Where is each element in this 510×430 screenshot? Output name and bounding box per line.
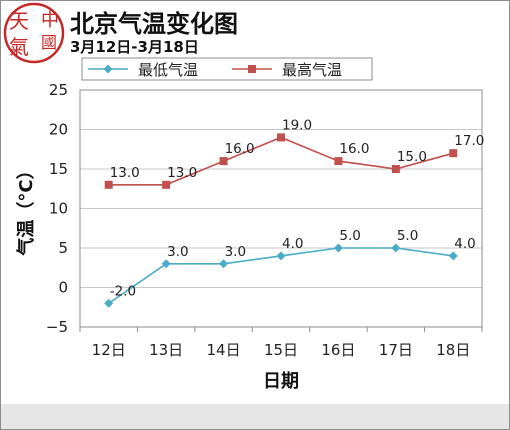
- bottom-bar: [1, 404, 509, 429]
- x-axis-title: 日期: [263, 371, 299, 392]
- data-point-low: [104, 298, 114, 308]
- data-label-low: 5.0: [339, 228, 360, 244]
- china-weather-logo: 中 國 天 氣: [3, 2, 65, 64]
- data-label-high: 13.0: [167, 165, 197, 181]
- y-tick-label: 25: [49, 81, 68, 99]
- data-label-high: 15.0: [397, 149, 427, 165]
- logo-char: 天: [9, 9, 29, 33]
- data-label-low: -2.0: [110, 283, 136, 299]
- logo-char: 氣: [9, 35, 29, 59]
- data-label-high: 16.0: [225, 141, 255, 157]
- data-label-low: 5.0: [397, 228, 418, 244]
- logo-char: 國: [41, 33, 57, 52]
- data-label-high: 17.0: [454, 133, 484, 149]
- page-title: 北京气温变化图: [70, 10, 238, 38]
- x-tick-label: 15日: [264, 341, 298, 359]
- x-tick-label: 12日: [92, 341, 126, 359]
- legend-label-high: 最高气温: [282, 61, 342, 79]
- data-label-high: 16.0: [339, 141, 369, 157]
- legend-box: [81, 57, 373, 81]
- logo-char: 中: [41, 10, 59, 31]
- y-tick-label: 15: [49, 160, 68, 178]
- data-point-low: [391, 243, 401, 253]
- data-point-high: [391, 165, 400, 173]
- data-point-low: [276, 251, 286, 261]
- x-tick-label: 17日: [379, 341, 413, 359]
- data-label-low: 4.0: [454, 236, 475, 252]
- plot-border: [79, 89, 483, 328]
- page-subtitle: 3月12日-3月18日: [70, 38, 199, 56]
- data-point-high: [104, 180, 113, 189]
- data-label-low: 3.0: [167, 244, 188, 260]
- legend-marker-low: [103, 64, 113, 74]
- data-point-high: [277, 133, 285, 142]
- data-point-low: [161, 259, 171, 269]
- legend-label-low: 最低气温: [138, 61, 198, 79]
- data-label-high: 13.0: [110, 165, 140, 181]
- y-axis-title: 气温（°C）: [15, 161, 37, 256]
- data-label-low: 3.0: [225, 244, 246, 260]
- data-point-high: [334, 157, 343, 166]
- data-label-high: 19.0: [282, 117, 312, 133]
- legend-marker-high: [248, 65, 256, 73]
- y-tick-label: 10: [49, 200, 68, 218]
- x-tick-label: 13日: [149, 341, 183, 359]
- y-tick-label: −5: [46, 318, 68, 336]
- data-point-high: [162, 180, 171, 189]
- data-point-low: [219, 259, 229, 269]
- data-label-low: 4.0: [282, 236, 303, 252]
- y-tick-label: 0: [58, 279, 68, 297]
- x-tick-label: 18日: [436, 341, 470, 359]
- x-tick-label: 16日: [321, 341, 355, 359]
- x-tick-label: 14日: [207, 341, 241, 359]
- data-point-high: [219, 157, 228, 166]
- data-point-high: [449, 149, 458, 158]
- data-point-low: [333, 243, 343, 253]
- y-tick-label: 20: [49, 121, 68, 139]
- y-tick-label: 5: [58, 239, 68, 257]
- data-point-low: [448, 251, 458, 261]
